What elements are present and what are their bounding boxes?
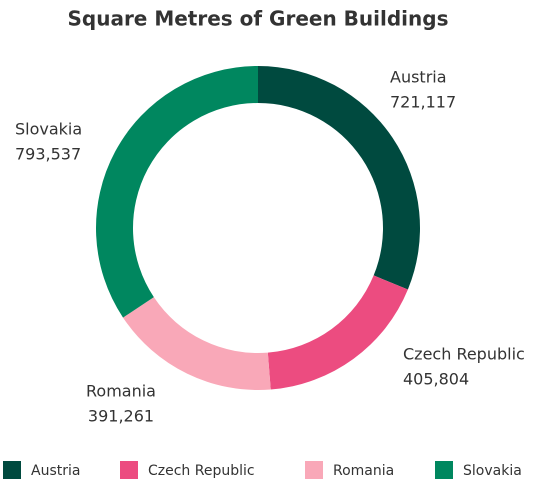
legend-swatch bbox=[435, 461, 453, 479]
legend-swatch bbox=[120, 461, 138, 479]
slice-value: 391,261 bbox=[88, 407, 154, 426]
legend-swatch bbox=[305, 461, 323, 479]
legend-label: Slovakia bbox=[463, 463, 522, 479]
legend-label: Romania bbox=[333, 463, 394, 479]
slice-label: Austria bbox=[390, 68, 447, 87]
donut-slice bbox=[95, 66, 258, 318]
slice-value: 405,804 bbox=[403, 370, 469, 389]
slice-label: Romania bbox=[86, 382, 156, 401]
slice-label: Slovakia bbox=[15, 120, 82, 139]
slice-value: 793,537 bbox=[15, 145, 81, 164]
donut-slice bbox=[267, 275, 408, 390]
legend-label: Austria bbox=[31, 463, 80, 479]
slice-value: 721,117 bbox=[390, 93, 456, 112]
donut-slice bbox=[258, 66, 421, 290]
legend-swatch bbox=[3, 461, 21, 479]
chart-title: Square Metres of Green Buildings bbox=[67, 7, 448, 31]
legend-label: Czech Republic bbox=[148, 463, 255, 479]
donut-slice bbox=[123, 297, 271, 390]
slice-label: Czech Republic bbox=[403, 345, 525, 364]
